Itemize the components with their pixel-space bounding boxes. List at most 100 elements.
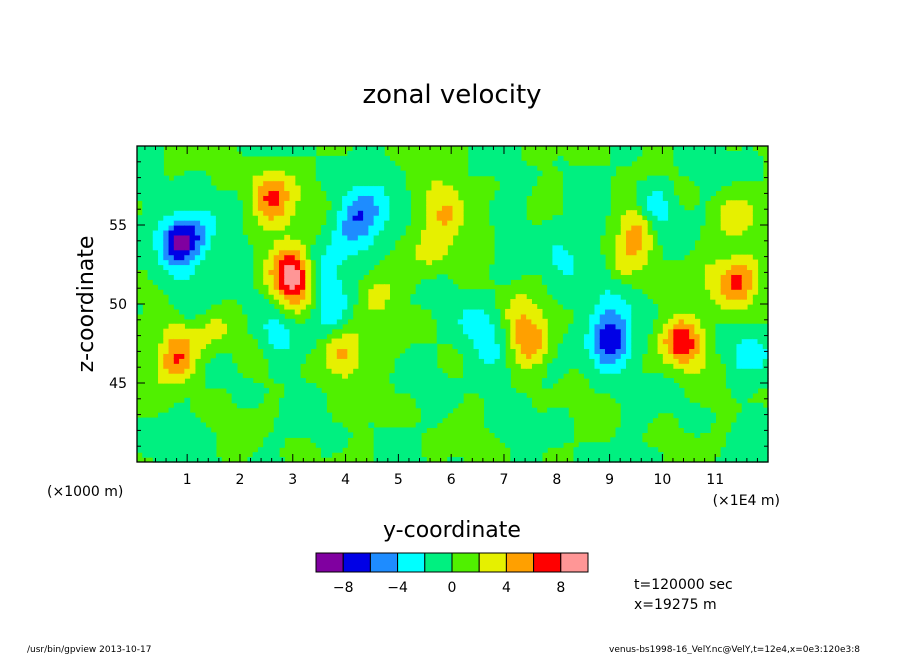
heatmap-cell [725, 437, 732, 443]
heatmap-cell [631, 457, 638, 463]
heatmap-cell [158, 195, 164, 201]
heatmap-cell [294, 432, 301, 438]
heatmap-cell [678, 170, 685, 177]
heatmap-cell [194, 427, 201, 433]
heatmap-cell [515, 392, 522, 399]
heatmap-cell [321, 392, 327, 399]
heatmap-cell [231, 383, 238, 389]
heatmap-cell [426, 422, 433, 429]
heatmap-cell [200, 195, 206, 201]
heatmap-cell [158, 160, 164, 167]
heatmap-cell [510, 318, 517, 325]
heatmap-cell [573, 333, 580, 340]
heatmap-cell [515, 274, 522, 280]
heatmap-cell [347, 185, 354, 192]
heatmap-cell [368, 304, 375, 310]
heatmap-cell [263, 308, 270, 315]
heatmap-cell [736, 155, 743, 162]
heatmap-cell [152, 432, 159, 438]
heatmap-cell [420, 348, 427, 354]
heatmap-cell [657, 383, 664, 389]
heatmap-cell [278, 170, 285, 177]
heatmap-cell [615, 358, 622, 364]
heatmap-cell [347, 165, 354, 172]
heatmap-cell [305, 417, 312, 424]
heatmap-cell [152, 442, 159, 448]
heatmap-cell [615, 239, 622, 246]
heatmap-cell [731, 210, 738, 216]
heatmap-cell [494, 170, 501, 177]
heatmap-cell [515, 234, 522, 241]
heatmap-cell [673, 229, 680, 236]
heatmap-cell [694, 170, 701, 177]
heatmap-cell [668, 220, 674, 226]
heatmap-cell [352, 185, 359, 192]
heatmap-cell [552, 294, 559, 300]
heatmap-cell [741, 368, 748, 374]
heatmap-cell [505, 239, 511, 246]
heatmap-cell [689, 422, 695, 429]
heatmap-cell [573, 447, 580, 453]
heatmap-cell [715, 185, 722, 192]
heatmap-cell [452, 220, 459, 226]
heatmap-cell [310, 387, 317, 394]
heatmap-cell [699, 348, 706, 354]
heatmap-cell [268, 279, 275, 285]
heatmap-cell [652, 452, 659, 458]
heatmap-cell [557, 284, 564, 290]
heatmap-cell [142, 215, 149, 221]
heatmap-cell [173, 363, 180, 369]
heatmap-cell [252, 190, 259, 196]
heatmap-cell [347, 175, 354, 182]
heatmap-cell [357, 155, 364, 162]
heatmap-cell [731, 215, 738, 221]
heatmap-cell [399, 229, 406, 236]
heatmap-cell [589, 195, 596, 201]
heatmap-cell [278, 180, 285, 187]
heatmap-cell [510, 269, 517, 275]
heatmap-cell [194, 259, 201, 266]
heatmap-cell [547, 220, 554, 226]
heatmap-cell [720, 150, 727, 157]
heatmap-cell [226, 195, 233, 201]
heatmap-cell [242, 289, 249, 295]
heatmap-cell [657, 205, 664, 211]
heatmap-cell [321, 397, 327, 404]
heatmap-cell [520, 190, 527, 196]
heatmap-cell [752, 343, 759, 350]
heatmap-cell [552, 378, 559, 384]
heatmap-cell [515, 457, 522, 463]
heatmap-cell [352, 165, 359, 172]
heatmap-cell [541, 244, 548, 251]
heatmap-cell [589, 333, 596, 340]
heatmap-cell [599, 289, 606, 295]
heatmap-cell [478, 333, 485, 340]
heatmap-cell [441, 333, 448, 340]
heatmap-cell [484, 338, 490, 345]
heatmap-cell [626, 333, 632, 340]
heatmap-cell [394, 387, 401, 394]
heatmap-cell [583, 338, 590, 345]
heatmap-cell [263, 264, 270, 271]
heatmap-cell [352, 289, 359, 295]
heatmap-cell [731, 427, 738, 433]
heatmap-cell [268, 452, 275, 458]
heatmap-cell [363, 244, 369, 251]
heatmap-cell [499, 397, 506, 404]
heatmap-cell [652, 383, 659, 389]
heatmap-cell [673, 146, 680, 152]
heatmap-cell [163, 432, 170, 438]
heatmap-cell [137, 417, 143, 424]
heatmap-cell [578, 289, 585, 295]
heatmap-cell [636, 180, 643, 187]
heatmap-cell [599, 442, 606, 448]
heatmap-cell [520, 323, 527, 330]
heatmap-cell [583, 299, 590, 305]
heatmap-cell [137, 239, 143, 246]
heatmap-cell [205, 220, 212, 226]
heatmap-cell [336, 229, 343, 236]
heatmap-cell [300, 422, 306, 429]
heatmap-cell [510, 412, 517, 419]
heatmap-cell [142, 220, 149, 226]
heatmap-cell [704, 150, 711, 157]
